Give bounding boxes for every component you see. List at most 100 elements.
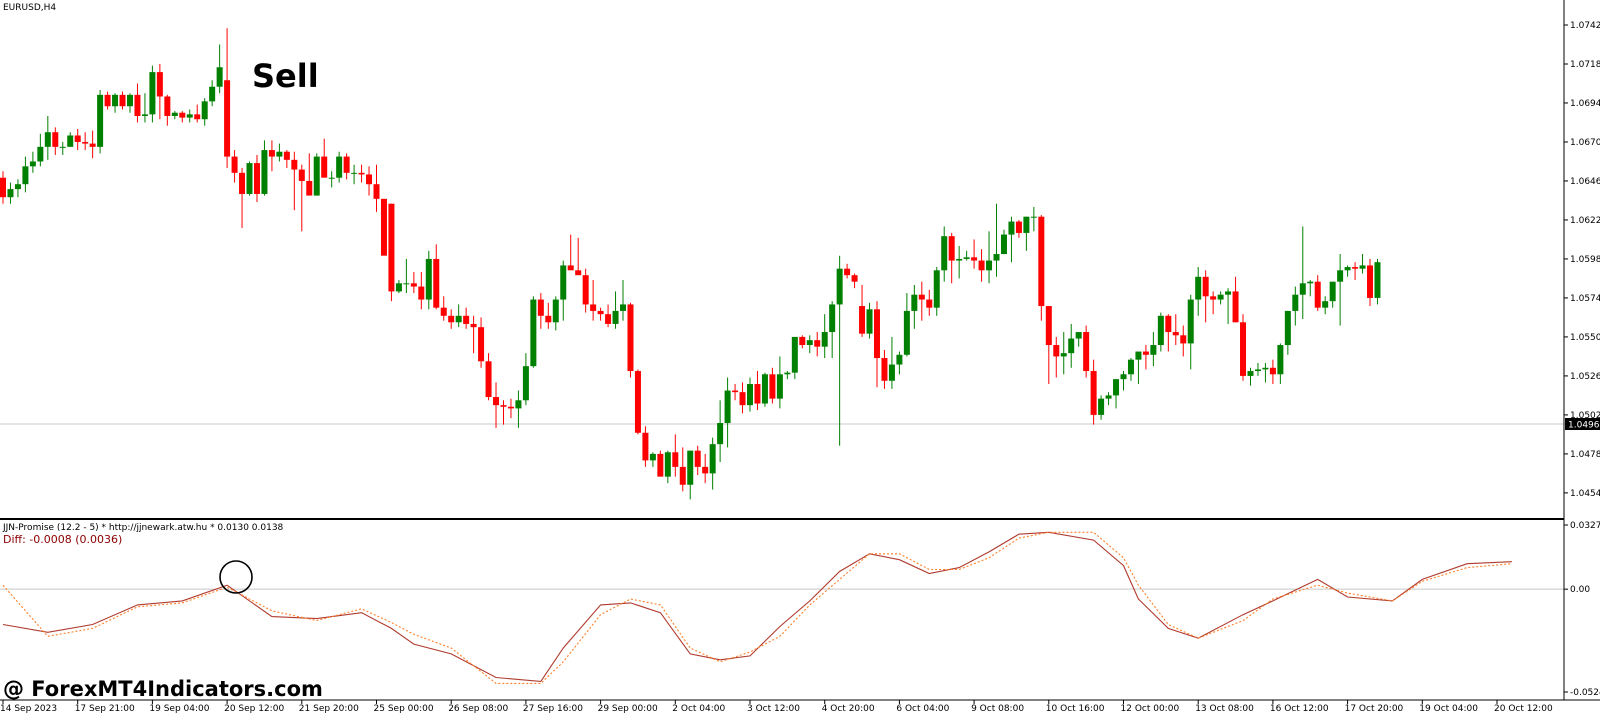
candle-body [224, 80, 231, 157]
indicator-pane [0, 531, 1564, 684]
candle-body [560, 265, 567, 300]
candle-body [649, 453, 656, 461]
time-tick-label: 29 Sep 00:00 [598, 704, 658, 714]
candle-body [821, 332, 828, 347]
candle-body [67, 135, 74, 147]
time-tick-label: 9 Oct 08:00 [971, 704, 1024, 714]
candle-body [366, 174, 373, 185]
candle-body [605, 314, 612, 324]
watermark: @ ForexMT4Indicators.com [3, 677, 323, 701]
indicator-tick-label: 0.0327 [1570, 521, 1600, 531]
candle-body [836, 268, 843, 305]
candle-body [784, 372, 791, 375]
price-tick-label: 1.05980 [1570, 255, 1600, 265]
candle-body [888, 364, 895, 381]
time-tick-label: 17 Oct 20:00 [1345, 704, 1404, 714]
time-tick-label: 17 Sep 21:00 [75, 704, 135, 714]
candle-body [89, 143, 96, 147]
price-tick-label: 1.05740 [1570, 294, 1600, 304]
candle-body [321, 156, 328, 178]
candle-body [1015, 221, 1022, 233]
candle-body [283, 151, 290, 160]
candle-body [754, 384, 761, 404]
candle-body [620, 304, 627, 311]
candle-body [971, 257, 978, 261]
candle-body [425, 258, 432, 300]
time-tick-label: 4 Oct 20:00 [822, 704, 875, 714]
candle-body [1232, 291, 1239, 323]
candle-body [911, 294, 918, 311]
candle-body [926, 299, 933, 308]
candle-body [201, 101, 208, 120]
signal-circle [219, 560, 253, 594]
candle-body [500, 405, 507, 407]
candle-body [612, 310, 619, 324]
candle-body [844, 268, 851, 276]
candle-body [1269, 367, 1276, 375]
time-tick-label: 2 Oct 04:00 [672, 704, 725, 714]
candle-body [679, 466, 686, 485]
candle-body [1247, 371, 1254, 376]
candle-body [993, 254, 1000, 261]
candle-body [575, 270, 582, 276]
time-tick-label: 19 Sep 04:00 [149, 704, 209, 714]
candle-body [1359, 265, 1366, 269]
candle-body [1367, 265, 1374, 298]
time-tick-label: 19 Oct 04:00 [1419, 704, 1478, 714]
time-tick-label: 25 Sep 00:00 [374, 704, 434, 714]
current-price-label: 1.04964 [1568, 420, 1600, 430]
candle-body [582, 275, 589, 305]
candle-body [903, 310, 910, 355]
candle-body [590, 304, 597, 311]
candle-body [769, 374, 776, 399]
time-tick-label: 21 Sep 20:00 [299, 704, 359, 714]
indicator-label: JJN-Promise (12.2 - 5) * http://jjnewark… [2, 523, 284, 533]
candle-body [1254, 369, 1261, 372]
time-tick-label: 14 Sep 2023 [0, 704, 57, 714]
candle-body [253, 163, 260, 194]
candle-body [358, 172, 365, 175]
candle-body [231, 156, 238, 173]
candle-body [246, 163, 253, 194]
candle-body [687, 450, 694, 485]
indicator-line-solid [2, 531, 1512, 682]
candle-body [403, 283, 410, 285]
candle-body [1172, 332, 1179, 336]
candle-body [351, 172, 358, 174]
candle-body [1150, 345, 1157, 355]
candle-body [1307, 281, 1314, 284]
candle-body [1090, 371, 1097, 415]
candle-body [664, 452, 671, 477]
candle-body [455, 315, 462, 323]
candle-body [22, 166, 29, 185]
candle-body [395, 283, 402, 292]
candle-body [1262, 367, 1269, 370]
candle-body [761, 374, 768, 404]
candle-body [627, 304, 634, 372]
candle-body [1202, 276, 1209, 297]
candle-body [448, 315, 455, 323]
candle-body [1142, 351, 1149, 355]
candle-body [948, 236, 955, 261]
candle-body [1322, 301, 1329, 308]
candle-body [171, 112, 178, 116]
candle-body [268, 150, 275, 157]
price-pane [0, 28, 1564, 500]
candle-body [515, 400, 522, 409]
indicator-tick-label: 0.00 [1570, 585, 1590, 595]
symbol-label: EURUSD,H4 [3, 3, 56, 13]
candle-body [1240, 322, 1247, 376]
candle-body [1068, 338, 1075, 354]
candle-body [1210, 296, 1217, 300]
candle-body [1030, 216, 1037, 218]
candle-body [597, 310, 604, 315]
candle-body [791, 336, 798, 373]
indicator-line-dotted [2, 531, 1512, 684]
candle-body [1045, 306, 1052, 346]
candle-body [739, 392, 746, 406]
price-tick-label: 1.04780 [1570, 450, 1600, 460]
candle-body [1098, 398, 1105, 415]
candle-body [44, 132, 51, 147]
candle-body [1329, 281, 1336, 302]
